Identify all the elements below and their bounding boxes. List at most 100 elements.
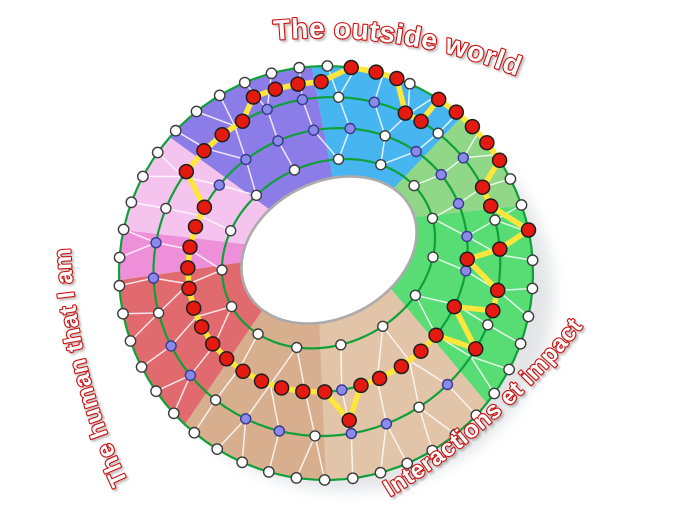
node-red[interactable]: [214, 126, 230, 143]
node-white[interactable]: [335, 339, 347, 351]
node-white[interactable]: [321, 60, 334, 72]
node-red[interactable]: [353, 377, 369, 394]
node-white[interactable]: [250, 189, 263, 202]
node-red[interactable]: [491, 152, 508, 169]
node-white[interactable]: [238, 76, 251, 89]
node-red[interactable]: [343, 59, 359, 76]
node-white[interactable]: [252, 328, 264, 340]
node-white[interactable]: [482, 319, 494, 331]
node-red[interactable]: [393, 358, 410, 375]
node-white[interactable]: [160, 202, 172, 215]
node-white[interactable]: [291, 341, 303, 354]
node-white[interactable]: [409, 289, 422, 301]
node-red[interactable]: [313, 73, 329, 90]
node-purple[interactable]: [272, 135, 284, 147]
node-white[interactable]: [288, 164, 301, 176]
node-red[interactable]: [316, 384, 333, 400]
node-white[interactable]: [262, 465, 275, 478]
node-purple[interactable]: [461, 230, 473, 243]
node-red[interactable]: [180, 260, 196, 276]
node-white[interactable]: [488, 387, 501, 400]
node-purple[interactable]: [307, 124, 320, 136]
node-white[interactable]: [426, 444, 439, 457]
node-red[interactable]: [295, 383, 311, 400]
node-red[interactable]: [397, 105, 414, 121]
node-white[interactable]: [374, 466, 387, 479]
node-red[interactable]: [187, 218, 204, 235]
node-red[interactable]: [178, 163, 195, 180]
node-white[interactable]: [224, 224, 237, 237]
node-purple[interactable]: [380, 418, 393, 430]
node-purple[interactable]: [147, 272, 160, 284]
node-white[interactable]: [427, 251, 439, 263]
node-white[interactable]: [413, 401, 425, 413]
node-white[interactable]: [408, 179, 420, 192]
node-white[interactable]: [526, 254, 539, 267]
node-white[interactable]: [216, 264, 228, 276]
node-red[interactable]: [196, 143, 212, 159]
node-red[interactable]: [204, 336, 221, 352]
node-red[interactable]: [341, 412, 357, 429]
node-white[interactable]: [309, 430, 321, 442]
node-purple[interactable]: [184, 369, 197, 381]
node-red[interactable]: [464, 118, 481, 135]
node-purple[interactable]: [410, 145, 422, 158]
node-white[interactable]: [449, 428, 462, 441]
node-red[interactable]: [267, 81, 284, 97]
node-red[interactable]: [430, 91, 447, 108]
node-white[interactable]: [379, 130, 391, 142]
node-purple[interactable]: [344, 122, 356, 135]
node-purple[interactable]: [165, 340, 177, 352]
node-white[interactable]: [209, 394, 222, 406]
node-white[interactable]: [117, 223, 130, 236]
node-purple[interactable]: [368, 96, 380, 108]
node-white[interactable]: [151, 146, 164, 159]
node-red[interactable]: [446, 298, 463, 315]
node-red[interactable]: [474, 179, 491, 195]
node-white[interactable]: [503, 363, 515, 376]
node-white[interactable]: [346, 472, 359, 485]
node-purple[interactable]: [457, 152, 469, 164]
node-white[interactable]: [136, 170, 149, 183]
node-white[interactable]: [225, 300, 238, 313]
node-white[interactable]: [152, 307, 165, 319]
node-white[interactable]: [403, 77, 416, 90]
node-red[interactable]: [482, 198, 499, 214]
node-white[interactable]: [213, 89, 226, 102]
node-red[interactable]: [489, 282, 506, 299]
node-white[interactable]: [113, 279, 126, 292]
node-white[interactable]: [470, 409, 483, 422]
node-white[interactable]: [514, 337, 527, 350]
node-red[interactable]: [218, 351, 235, 367]
node-purple[interactable]: [240, 153, 252, 166]
node-red[interactable]: [273, 380, 290, 396]
node-red[interactable]: [413, 343, 429, 359]
node-white[interactable]: [332, 91, 345, 103]
node-red[interactable]: [368, 64, 384, 80]
node-red[interactable]: [245, 89, 262, 105]
node-white[interactable]: [117, 307, 129, 320]
node-purple[interactable]: [441, 378, 454, 391]
node-white[interactable]: [504, 173, 517, 185]
node-red[interactable]: [492, 241, 508, 257]
node-purple[interactable]: [150, 236, 162, 249]
node-white[interactable]: [169, 124, 182, 137]
node-white[interactable]: [265, 67, 278, 80]
node-purple[interactable]: [460, 265, 472, 277]
node-red[interactable]: [196, 199, 213, 215]
node-white[interactable]: [432, 127, 444, 139]
node-red[interactable]: [389, 70, 405, 87]
node-white[interactable]: [124, 335, 137, 347]
node-red[interactable]: [448, 104, 465, 120]
node-white[interactable]: [515, 199, 528, 211]
node-white[interactable]: [150, 385, 163, 398]
node-red[interactable]: [193, 319, 210, 335]
node-red[interactable]: [479, 134, 495, 151]
node-purple[interactable]: [296, 93, 309, 106]
node-red[interactable]: [485, 302, 501, 319]
node-white[interactable]: [190, 105, 203, 118]
node-white[interactable]: [489, 214, 501, 226]
node-white[interactable]: [377, 320, 389, 332]
node-white[interactable]: [211, 443, 224, 455]
node-white[interactable]: [522, 310, 535, 323]
